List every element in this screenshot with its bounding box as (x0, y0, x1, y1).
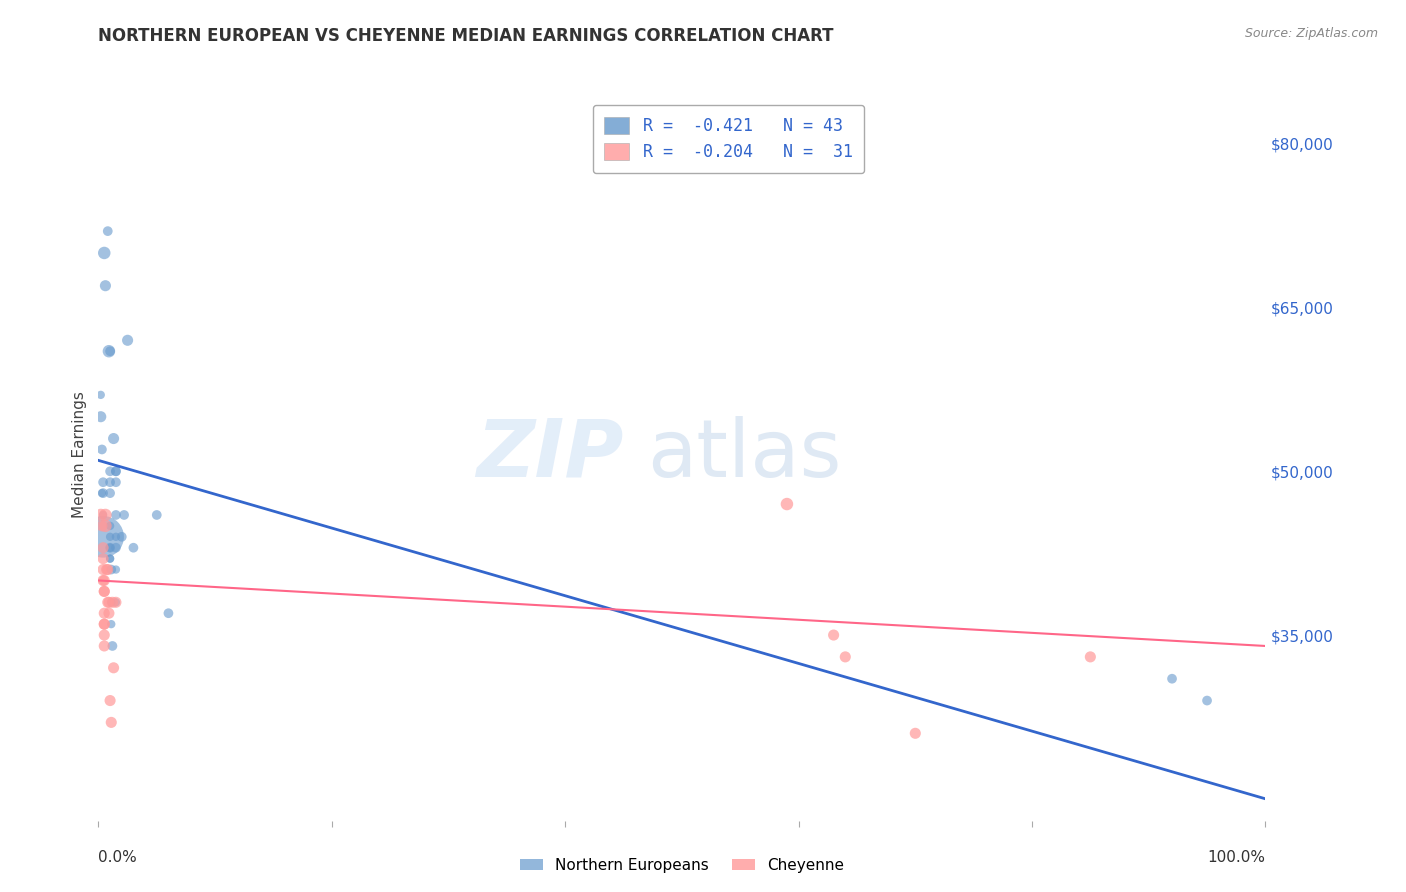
Legend: Northern Europeans, Cheyenne: Northern Europeans, Cheyenne (513, 852, 851, 879)
Point (93, 246, 115, 260)
Point (93, 584, 115, 599)
Point (93, 617, 115, 632)
Point (91, 563, 114, 577)
Point (94, 278, 117, 293)
Point (104, 508, 127, 522)
Point (157, 606, 180, 620)
Point (111, 530, 134, 544)
Point (91, 508, 114, 522)
Y-axis label: Median Earnings: Median Earnings (72, 392, 87, 518)
Point (90, 508, 112, 522)
Point (93, 639, 115, 653)
Point (112, 508, 135, 522)
Point (104, 541, 127, 555)
Point (98, 344, 121, 359)
Point (100, 595, 122, 609)
Point (104, 595, 127, 609)
Point (93, 606, 115, 620)
Point (90, 486, 112, 500)
Point (91, 551, 114, 566)
Point (103, 661, 125, 675)
Point (104, 563, 127, 577)
Point (101, 595, 124, 609)
Point (98, 519, 121, 533)
Point (98, 693, 121, 707)
Point (91, 541, 114, 555)
Point (100, 563, 122, 577)
Point (98, 541, 121, 555)
Text: atlas: atlas (647, 416, 841, 494)
Point (97, 606, 120, 620)
Text: Source: ZipAtlas.com: Source: ZipAtlas.com (1244, 27, 1378, 40)
Point (96, 563, 118, 577)
Point (834, 649, 856, 664)
Point (104, 595, 127, 609)
Point (776, 497, 799, 511)
Point (97, 224, 120, 238)
Point (94, 519, 117, 533)
Point (93, 628, 115, 642)
Point (90, 388, 112, 402)
Point (1195, 693, 1218, 707)
Text: 100.0%: 100.0% (1208, 850, 1265, 865)
Point (90, 409, 112, 424)
Point (93, 584, 115, 599)
Point (98, 551, 121, 566)
Point (103, 432, 125, 446)
Point (1080, 649, 1102, 664)
Text: ZIP: ZIP (477, 416, 624, 494)
Point (90, 519, 112, 533)
Point (98, 530, 121, 544)
Point (104, 530, 127, 544)
Point (94, 508, 117, 522)
Point (104, 464, 127, 478)
Point (93, 574, 115, 588)
Point (98, 464, 121, 478)
Point (101, 639, 124, 653)
Point (100, 715, 122, 730)
Point (93, 617, 115, 632)
Point (98, 541, 121, 555)
Point (91, 530, 114, 544)
Point (122, 541, 145, 555)
Point (97, 595, 120, 609)
Point (104, 464, 127, 478)
Point (100, 617, 122, 632)
Point (91, 486, 114, 500)
Text: 0.0%: 0.0% (98, 850, 138, 865)
Point (146, 508, 169, 522)
Point (97, 344, 120, 359)
Point (91, 574, 114, 588)
Point (823, 628, 845, 642)
Text: NORTHERN EUROPEAN VS CHEYENNE MEDIAN EARNINGS CORRELATION CHART: NORTHERN EUROPEAN VS CHEYENNE MEDIAN EAR… (98, 27, 834, 45)
Point (98, 486, 121, 500)
Point (97, 595, 120, 609)
Point (1161, 672, 1184, 686)
Point (97, 563, 120, 577)
Point (104, 475, 127, 490)
Point (904, 726, 927, 740)
Point (98, 475, 121, 490)
Point (117, 333, 139, 347)
Point (91, 475, 114, 490)
Point (98, 551, 121, 566)
Point (90, 442, 112, 457)
